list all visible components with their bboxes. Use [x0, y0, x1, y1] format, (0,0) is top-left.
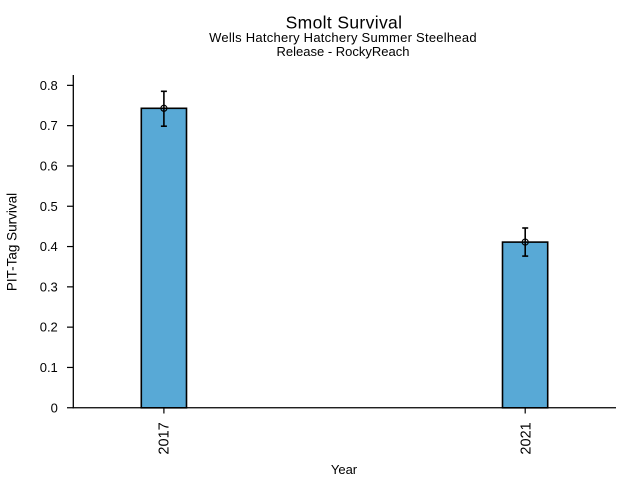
svg-text:Year: Year	[331, 462, 358, 477]
svg-text:0: 0	[51, 400, 58, 415]
svg-text:0.1: 0.1	[40, 360, 58, 375]
svg-text:2017: 2017	[157, 422, 173, 454]
svg-text:Smolt Survival: Smolt Survival	[286, 13, 403, 33]
svg-text:2021: 2021	[519, 422, 535, 454]
svg-text:PIT-Tag Survival: PIT-Tag Survival	[5, 193, 20, 291]
svg-text:0.4: 0.4	[40, 239, 58, 254]
svg-text:Release - RockyReach: Release - RockyReach	[277, 44, 410, 59]
svg-text:0.8: 0.8	[40, 78, 58, 93]
svg-text:0.5: 0.5	[40, 199, 58, 214]
svg-text:0.3: 0.3	[40, 279, 58, 294]
svg-text:0.7: 0.7	[40, 118, 58, 133]
svg-text:0.2: 0.2	[40, 320, 58, 335]
svg-text:Wells Hatchery Hatchery Summer: Wells Hatchery Hatchery Summer Steelhead	[209, 30, 477, 45]
svg-text:0.6: 0.6	[40, 159, 58, 174]
